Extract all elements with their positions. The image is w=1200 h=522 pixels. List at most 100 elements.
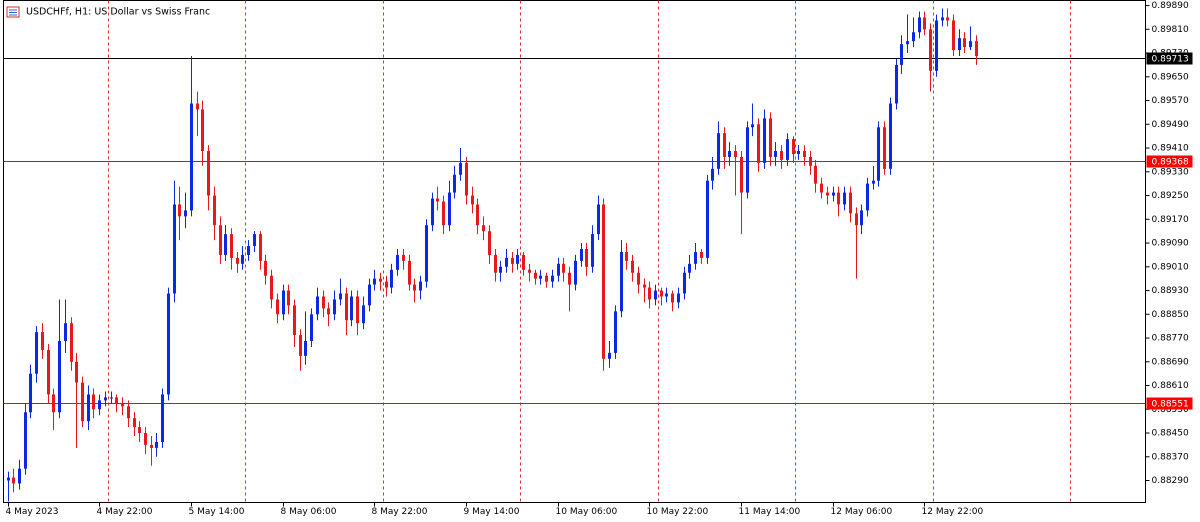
axis-layer: 0.88290 0.88370 0.88450 0.88530 0.88610 0.886… xyxy=(6,1,1193,517)
candle-body xyxy=(333,299,336,315)
candle-body xyxy=(368,284,371,306)
candle-body xyxy=(144,433,147,445)
candle-body xyxy=(769,118,772,157)
candle-body xyxy=(81,382,84,422)
candle-body xyxy=(413,284,416,291)
candle-body xyxy=(127,406,130,419)
candle-body xyxy=(717,133,720,169)
candle-body xyxy=(688,263,691,273)
candle-body xyxy=(803,151,806,157)
y-tick-label: 0.88450 xyxy=(1152,429,1189,439)
candle-body xyxy=(70,323,73,362)
candle-body xyxy=(155,441,158,448)
x-tick-label: 12 May 22:00 xyxy=(922,507,984,517)
candle-body xyxy=(247,246,250,255)
candle-body xyxy=(637,272,640,285)
candle-body xyxy=(299,335,302,356)
x-tick-label: 12 May 06:00 xyxy=(831,507,893,517)
candle-body xyxy=(104,397,107,401)
candle-body xyxy=(293,305,296,336)
candle-body xyxy=(912,32,915,42)
candle-body xyxy=(87,394,90,422)
candle-body xyxy=(843,192,846,205)
candle-body xyxy=(820,183,823,193)
candle-body xyxy=(780,151,783,160)
candle-body xyxy=(18,468,21,484)
candle-body xyxy=(115,397,118,404)
candle-body xyxy=(952,20,955,51)
candle-body xyxy=(207,151,210,196)
candle-body xyxy=(551,275,554,282)
candle-body xyxy=(969,41,972,48)
candle-body xyxy=(379,278,382,282)
candle-body xyxy=(706,180,709,258)
y-tick-label: 0.89090 xyxy=(1152,239,1189,249)
candle-body xyxy=(963,38,966,48)
candle-body xyxy=(602,204,605,359)
candle-body xyxy=(459,162,462,175)
candle-body xyxy=(431,198,434,226)
y-tick-label: 0.89330 xyxy=(1152,167,1189,177)
candle-body xyxy=(167,293,170,395)
candle-body xyxy=(287,290,290,306)
candle-body xyxy=(654,290,657,300)
y-tick-label: 0.88290 xyxy=(1152,476,1189,486)
candle-body xyxy=(505,257,508,267)
candle-body xyxy=(304,341,307,356)
candle-body xyxy=(161,394,164,442)
candle-layer xyxy=(7,8,978,502)
candle-body xyxy=(402,254,405,261)
candle-body xyxy=(264,260,267,276)
candle-body xyxy=(763,118,766,163)
candle-body xyxy=(941,17,944,21)
candle-body xyxy=(872,180,875,184)
candle-body xyxy=(282,290,285,315)
candle-body xyxy=(219,225,222,255)
candle-body xyxy=(362,305,365,324)
candle-body xyxy=(809,156,812,166)
candle-body xyxy=(253,234,256,247)
candle-body xyxy=(694,251,697,264)
candle-body xyxy=(585,248,588,267)
candle-body xyxy=(723,133,726,157)
y-tick-label: 0.89250 xyxy=(1152,191,1189,201)
candle-body xyxy=(625,251,628,261)
candle-body xyxy=(41,332,44,350)
y-tick-label: 0.88690 xyxy=(1152,357,1189,367)
candle-body xyxy=(345,293,348,321)
candle-body xyxy=(918,17,921,33)
candle-body xyxy=(665,293,668,297)
candle-body xyxy=(580,248,583,261)
x-tick-label: 4 May 2023 xyxy=(6,507,59,517)
x-tick-label: 9 May 14:00 xyxy=(464,507,520,517)
candle-body xyxy=(310,314,313,342)
candle-body xyxy=(390,269,393,288)
candle-body xyxy=(482,225,485,232)
candle-body xyxy=(946,17,949,21)
x-tick-label: 8 May 22:00 xyxy=(372,507,428,517)
candle-body xyxy=(906,41,909,45)
candle-body xyxy=(728,151,731,157)
candle-body xyxy=(568,272,571,285)
y-tick-label: 0.88770 xyxy=(1152,334,1189,344)
candle-body xyxy=(190,103,193,211)
x-tick-label: 10 May 22:00 xyxy=(647,507,709,517)
candle-body xyxy=(620,251,623,312)
candle-body xyxy=(47,349,50,395)
candle-body xyxy=(316,296,319,315)
candle-body xyxy=(528,269,531,273)
candle-body xyxy=(660,290,663,297)
candle-body xyxy=(900,44,903,65)
candle-body xyxy=(511,257,514,264)
y-tick-label: 0.88530 xyxy=(1152,405,1189,415)
x-tick-label: 8 May 06:00 xyxy=(281,507,337,517)
y-tick-label: 0.89810 xyxy=(1152,25,1189,35)
candle-body xyxy=(814,165,817,184)
candle-body xyxy=(557,263,560,276)
candle-body xyxy=(895,64,898,104)
candle-body xyxy=(832,192,835,196)
candle-body xyxy=(877,127,880,181)
candle-body xyxy=(133,418,136,428)
candle-body xyxy=(322,296,325,309)
